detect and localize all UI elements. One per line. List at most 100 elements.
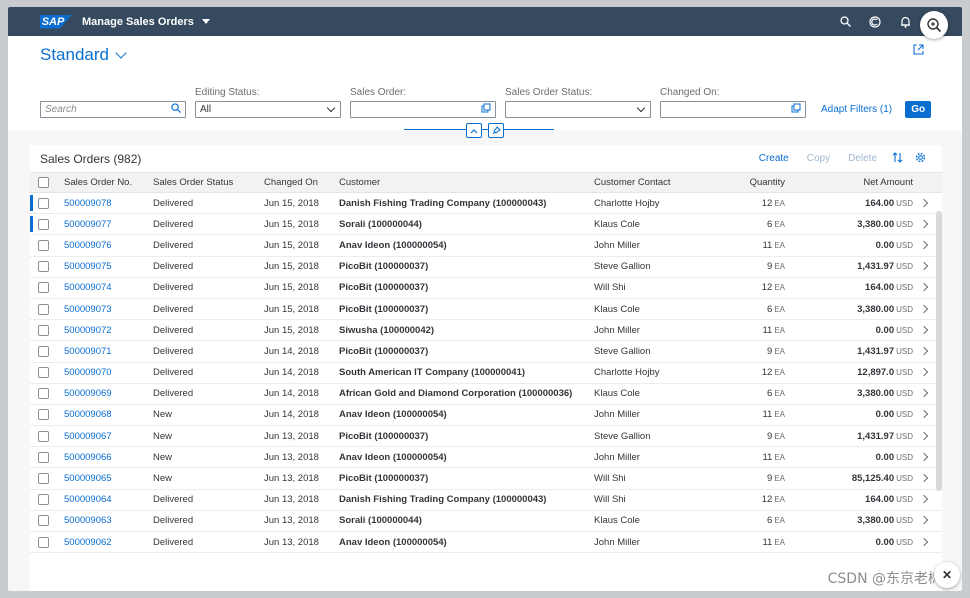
table-row[interactable]: 500009062 Delivered Jun 13, 2018 Anav Ideon… (30, 531, 942, 554)
close-button[interactable]: ✕ (934, 562, 960, 588)
share-icon[interactable] (913, 44, 924, 58)
chevron-down-icon[interactable] (326, 103, 336, 113)
sales-order-link[interactable]: 500009065 (60, 467, 149, 490)
row-navigation[interactable] (917, 383, 942, 405)
row-checkbox[interactable] (38, 345, 49, 357)
search-input[interactable]: Search (40, 101, 186, 118)
row-checkbox[interactable] (38, 515, 49, 527)
table-row[interactable]: 500009069 Delivered Jun 14, 2018 African Go… (30, 383, 942, 405)
sort-icon[interactable] (886, 151, 909, 166)
sales-order-link[interactable]: 500009077 (60, 213, 149, 236)
table-row[interactable]: 500009075 Delivered Jun 15, 2018 PicoBit (1… (30, 256, 942, 278)
zoom-in-button[interactable] (920, 11, 948, 39)
value-help-icon[interactable] (791, 103, 801, 116)
table-row[interactable]: 500009078 Delivered Jun 15, 2018 Danish Fis… (30, 192, 942, 215)
column-header-customer[interactable]: Customer (335, 172, 590, 193)
row-navigation[interactable] (917, 234, 942, 257)
app-title[interactable]: Manage Sales Orders (82, 15, 194, 28)
sales-order-link[interactable]: 500009062 (60, 531, 149, 554)
select-all-checkbox[interactable] (38, 176, 49, 188)
row-navigation[interactable] (917, 510, 942, 533)
sales-order-link[interactable]: 500009075 (60, 256, 149, 278)
column-header-sales-order-no[interactable]: Sales Order No. (60, 172, 149, 193)
table-row[interactable]: 500009065 New Jun 13, 2018 PicoBit (1000000… (30, 467, 942, 490)
variant-management[interactable]: Standard (40, 45, 127, 65)
sales-order-link[interactable]: 500009064 (60, 489, 149, 511)
editing-status-select[interactable]: All (195, 101, 341, 118)
row-checkbox[interactable] (38, 261, 49, 273)
settings-icon[interactable] (909, 152, 932, 166)
go-button[interactable]: Go (905, 101, 932, 118)
row-navigation[interactable] (917, 298, 942, 321)
vertical-scrollbar[interactable] (936, 211, 942, 491)
sales-order-link[interactable]: 500009069 (60, 383, 149, 405)
search-icon[interactable] (830, 7, 860, 36)
sales-order-link[interactable]: 500009067 (60, 425, 149, 448)
table-row[interactable]: 500009077 Delivered Jun 15, 2018 Sorali (10… (30, 213, 942, 236)
table-row[interactable]: 500009071 Delivered Jun 14, 2018 PicoBit (1… (30, 340, 942, 363)
row-navigation[interactable] (917, 192, 942, 215)
search-icon[interactable] (171, 103, 181, 116)
row-navigation[interactable] (917, 425, 942, 448)
row-checkbox[interactable] (38, 409, 49, 421)
changed-on-input[interactable] (660, 101, 806, 118)
row-checkbox[interactable] (38, 239, 49, 251)
table-row[interactable]: 500009067 New Jun 13, 2018 PicoBit (1000000… (30, 425, 942, 448)
row-navigation[interactable] (917, 362, 942, 384)
pin-header-button[interactable] (488, 123, 504, 138)
row-checkbox[interactable] (38, 451, 49, 463)
column-header-net-amount[interactable]: Net Amount (789, 172, 917, 193)
chevron-down-icon[interactable] (636, 103, 646, 113)
create-button[interactable]: Create (758, 153, 789, 164)
sales-order-link[interactable]: 500009073 (60, 298, 149, 321)
sales-order-link[interactable]: 500009066 (60, 446, 149, 469)
row-checkbox[interactable] (38, 282, 49, 294)
sales-order-link[interactable]: 500009078 (60, 192, 149, 215)
adapt-filters-button[interactable]: Adapt Filters (1) (821, 104, 893, 115)
row-navigation[interactable] (917, 489, 942, 511)
column-header-quantity[interactable]: Quantity (721, 172, 789, 193)
row-navigation[interactable] (917, 467, 942, 490)
row-checkbox[interactable] (38, 388, 49, 400)
copy-button[interactable]: Copy (806, 153, 831, 164)
sales-order-link[interactable]: 500009068 (60, 404, 149, 427)
row-navigation[interactable] (917, 531, 942, 554)
row-checkbox[interactable] (38, 473, 49, 485)
row-navigation[interactable] (917, 256, 942, 278)
table-row[interactable]: 500009073 Delivered Jun 15, 2018 PicoBit (1… (30, 298, 942, 321)
column-header-changed-on[interactable]: Changed On (260, 172, 335, 193)
table-row[interactable]: 500009076 Delivered Jun 15, 2018 Anav Ideon… (30, 234, 942, 257)
table-row[interactable]: 500009074 Delivered Jun 15, 2018 PicoBit (1… (30, 277, 942, 299)
row-checkbox[interactable] (38, 367, 49, 379)
chevron-down-icon[interactable] (201, 19, 210, 24)
collapse-header-button[interactable] (466, 123, 482, 138)
sap-logo[interactable]: SAP (40, 14, 72, 29)
row-navigation[interactable] (917, 446, 942, 469)
sales-order-link[interactable]: 500009070 (60, 362, 149, 384)
sales-order-link[interactable]: 500009076 (60, 234, 149, 257)
row-checkbox[interactable] (38, 197, 49, 209)
table-row[interactable]: 500009063 Delivered Jun 13, 2018 Sorali (10… (30, 510, 942, 533)
row-checkbox[interactable] (38, 218, 49, 230)
value-help-icon[interactable] (481, 103, 491, 116)
sales-order-link[interactable]: 500009074 (60, 277, 149, 299)
row-checkbox[interactable] (38, 303, 49, 315)
column-header-sales-order-status[interactable]: Sales Order Status (149, 172, 260, 193)
table-row[interactable]: 500009066 New Jun 13, 2018 Anav Ideon (1000… (30, 446, 942, 469)
row-navigation[interactable] (917, 404, 942, 427)
row-navigation[interactable] (917, 213, 942, 236)
table-row[interactable]: 500009072 Delivered Jun 15, 2018 Siwusha (1… (30, 319, 942, 342)
column-header-customer-contact[interactable]: Customer Contact (590, 172, 721, 193)
row-checkbox[interactable] (38, 430, 49, 442)
row-navigation[interactable] (917, 319, 942, 342)
row-navigation[interactable] (917, 340, 942, 363)
row-checkbox[interactable] (38, 324, 49, 336)
table-row[interactable]: 500009064 Delivered Jun 13, 2018 Danish Fis… (30, 489, 942, 511)
bell-icon[interactable] (890, 7, 920, 36)
table-row[interactable]: 500009068 New Jun 14, 2018 Anav Ideon (1000… (30, 404, 942, 427)
sales-order-link[interactable]: 500009072 (60, 319, 149, 342)
row-checkbox[interactable] (38, 536, 49, 548)
delete-button[interactable]: Delete (848, 153, 877, 164)
sales-order-input[interactable] (350, 101, 496, 118)
row-navigation[interactable] (917, 277, 942, 299)
